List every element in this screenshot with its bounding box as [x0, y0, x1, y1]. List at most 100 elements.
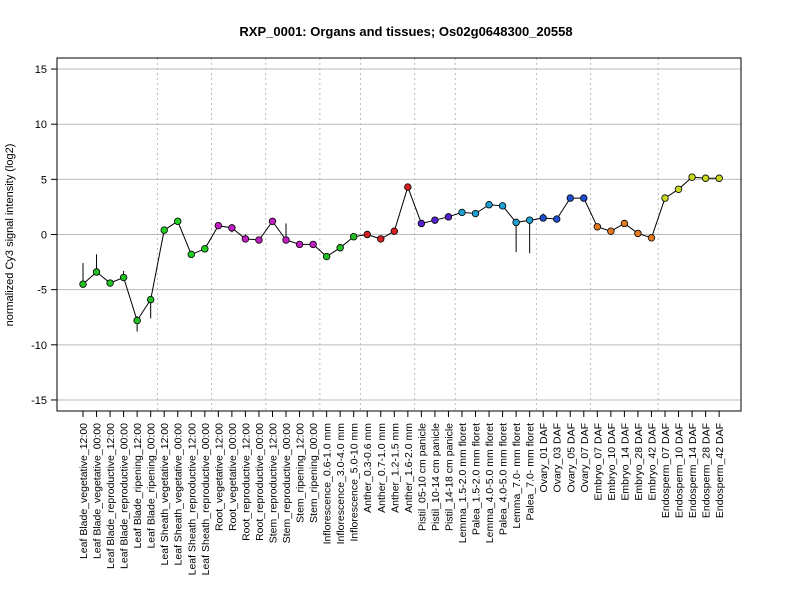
data-point [241, 235, 250, 243]
data-point [336, 244, 344, 252]
data-point [174, 217, 182, 225]
data-point [593, 223, 602, 231]
data-point [553, 215, 561, 223]
data-point [431, 216, 439, 224]
data-point [701, 174, 710, 182]
error-bars [82, 183, 680, 332]
x-tick-label: Ovary_05 DAF [565, 423, 577, 492]
data-point [404, 183, 412, 191]
chart-title: RXP_0001: Organs and tissues; Os02g06483… [239, 24, 572, 39]
data-point [79, 280, 87, 288]
data-point [377, 235, 385, 243]
y-axis: -15 -10 -5 0 5 10 15 [31, 64, 57, 407]
x-tick-label: Lemma_7.0- mm floret [511, 423, 523, 529]
x-tick-label: Endosperm_42 DAF [714, 423, 726, 518]
x-tick-label: Anther_0.3-0.6 mm [362, 423, 374, 513]
x-tick-label: Ovary_01 DAF [538, 423, 550, 492]
x-tick-label: Endosperm_10 DAF [674, 423, 686, 518]
data-point [309, 240, 317, 249]
series-polyline [82, 176, 720, 322]
y-tick-label: 0 [41, 230, 47, 242]
data-point [674, 185, 683, 193]
x-tick-label: Anther_1.6-2.0 mm [403, 423, 415, 513]
data-point [119, 273, 128, 282]
x-tick-label: Lemma_4.0-5.0 mm floret [484, 423, 496, 543]
data-point [295, 240, 304, 249]
data-point [417, 219, 426, 228]
x-tick-label: Leaf Blade_vegetative_12:00 [78, 423, 90, 559]
data-point [228, 224, 236, 232]
data-point [620, 219, 629, 228]
data-points [79, 173, 723, 325]
data-point [661, 194, 669, 202]
y-tick-label: 5 [41, 174, 47, 186]
data-point [539, 214, 547, 222]
x-tick-label: Embryo_07 DAF [592, 423, 604, 501]
x-tick-label: Palea_1.5-2.0 mm floret [471, 423, 483, 535]
x-tick-label: Endosperm_14 DAF [687, 423, 699, 518]
x-tick-label: Stem_reproductive_12:00 [267, 423, 279, 543]
data-point [146, 295, 155, 304]
data-point [390, 227, 399, 235]
y-tick-label: 15 [35, 64, 47, 76]
data-point [525, 216, 534, 224]
x-tick-label: Palea_7.0- mm floret [525, 423, 537, 521]
y-tick-label: 10 [35, 119, 47, 131]
data-point [566, 194, 574, 202]
y-tick-label: -5 [37, 285, 47, 297]
x-tick-label: Leaf Sheath_vegetative_00:00 [173, 423, 185, 566]
y-tick-label: -15 [31, 395, 47, 407]
data-point [350, 233, 358, 241]
x-tick-label: Stem_ripening_12:00 [295, 423, 307, 523]
x-tick-label: Embryo_28 DAF [633, 423, 645, 501]
data-point [647, 234, 656, 242]
x-tick-label: Root_vegetative_12:00 [213, 423, 225, 531]
x-tick-label: Leaf Blade_ripening_00:00 [146, 423, 158, 549]
x-tick-label: Root_reproductive_12:00 [240, 423, 252, 541]
x-tick-label: Root_reproductive_00:00 [254, 423, 266, 541]
data-point [688, 173, 696, 181]
data-point [187, 250, 195, 259]
x-tick-label: Anther_1.2-1.5 mm [389, 423, 401, 513]
data-point [498, 202, 507, 210]
data-point [715, 174, 723, 182]
data-point [444, 213, 453, 221]
x-tick-label: Anther_0.7-1.0 mm [376, 423, 388, 513]
x-tick-label: Leaf Blade_reproductive_00:00 [119, 423, 131, 569]
series-line [82, 176, 720, 322]
data-point [634, 229, 642, 238]
data-point [580, 194, 588, 202]
x-tick-label: Leaf Blade_reproductive_12:00 [105, 423, 117, 569]
x-tick-label: Lemma_1.5-2.0 mm floret [457, 423, 469, 543]
data-point [214, 221, 223, 230]
data-point [458, 208, 466, 217]
x-tick-label: Leaf Sheath_reproductive_00:00 [200, 423, 212, 576]
data-point [201, 245, 209, 253]
data-point [255, 236, 263, 244]
x-tick-label: Leaf Sheath_reproductive_12:00 [186, 423, 198, 576]
y-axis-label: normalized Cy3 signal intensity (log2) [4, 144, 16, 327]
x-tick-label: Leaf Blade_ripening_12:00 [132, 423, 144, 549]
x-tick-label: Pistil_10-14 cm panicle [430, 423, 442, 531]
data-point [268, 217, 277, 225]
x-tick-label: Endosperm_28 DAF [701, 423, 713, 518]
x-tick-label: Pistil_14-18 cm panicle [443, 423, 455, 531]
x-tick-label: Embryo_42 DAF [646, 423, 658, 501]
data-point [363, 230, 371, 239]
y-tick-label: -10 [31, 340, 47, 352]
x-tick-label: Inflorescence_5.0-10 mm [349, 423, 361, 542]
data-point [282, 236, 290, 244]
x-tick-label: Palea_4.0-5.0 mm floret [498, 423, 510, 535]
x-tick-label: Pistil_05-10 cm panicle [416, 423, 428, 531]
grid [57, 68, 741, 401]
data-point [607, 227, 615, 235]
x-tick-label: Embryo_14 DAF [619, 423, 631, 501]
data-point [512, 218, 520, 227]
x-tick-label: Endosperm_07 DAF [660, 423, 672, 518]
data-point [471, 209, 480, 218]
data-point [106, 279, 114, 287]
data-point [133, 316, 141, 325]
data-point [160, 226, 168, 234]
data-point [485, 201, 493, 209]
